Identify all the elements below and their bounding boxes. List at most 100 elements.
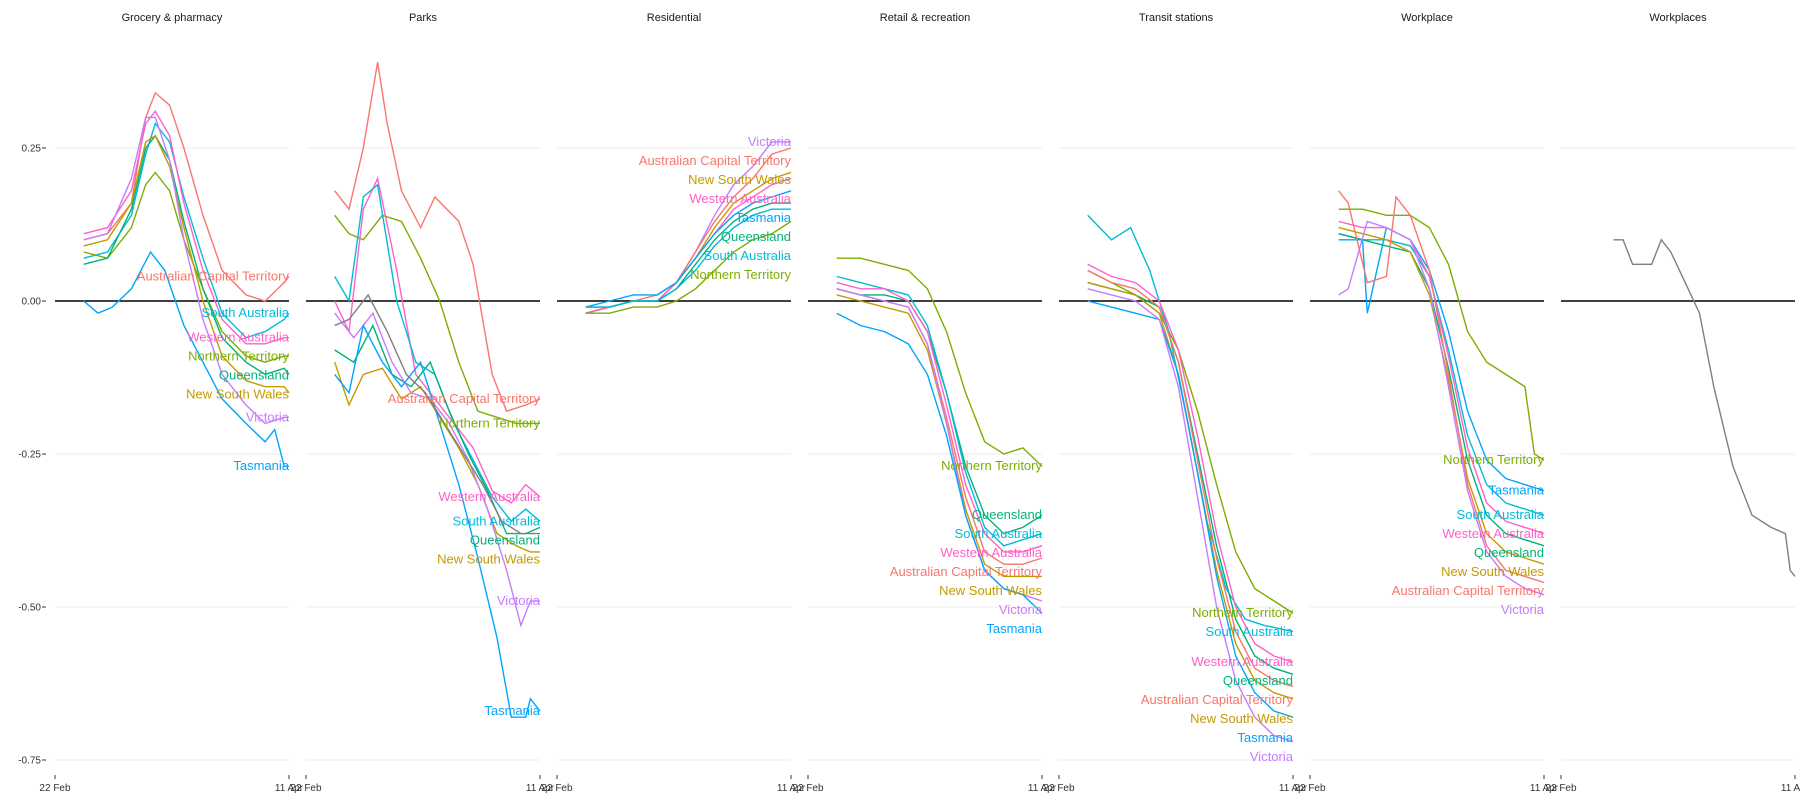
y-tick-label: -0.25 bbox=[18, 450, 41, 461]
series-label-grocery-pharmacy-australian-capital-territory: Australian Capital Territory bbox=[137, 269, 290, 284]
series-label-residential-western-australia: Western Australia bbox=[689, 191, 791, 206]
y-tick-label: 0.25 bbox=[22, 144, 42, 155]
series-label-grocery-pharmacy-tasmania: Tasmania bbox=[233, 458, 289, 473]
series-line-parks-south-australia bbox=[334, 183, 541, 523]
y-tick-label: -0.75 bbox=[18, 756, 41, 767]
series-line-parks-queensland bbox=[334, 323, 541, 535]
series-line-transit-stations-northern-territory bbox=[1087, 269, 1294, 614]
series-line-grocery-pharmacy-south-australia bbox=[83, 122, 290, 339]
series-line-grocery-pharmacy-new-south-wales bbox=[83, 134, 290, 394]
series-label-transit-stations-western-australia: Western Australia bbox=[1191, 654, 1293, 669]
facet-title-transit-stations: Transit stations bbox=[1139, 12, 1214, 24]
series-label-residential-victoria: Victoria bbox=[748, 134, 792, 149]
series-line-residential-northern-territory bbox=[585, 220, 792, 314]
series-line-retail-recreation-western-australia bbox=[836, 281, 1043, 553]
series-line-transit-stations-victoria bbox=[1087, 288, 1294, 743]
series-label-retail-recreation-victoria: Victoria bbox=[999, 602, 1043, 617]
series-line-workplaces-unlabelled bbox=[1613, 238, 1796, 577]
series-label-grocery-pharmacy-south-australia: South Australia bbox=[202, 305, 290, 320]
series-label-retail-recreation-tasmania: Tasmania bbox=[986, 621, 1042, 636]
x-tick-label: 22 Feb bbox=[541, 783, 573, 794]
series-line-workplace-south-australia bbox=[1338, 233, 1545, 516]
series-label-grocery-pharmacy-victoria: Victoria bbox=[246, 409, 290, 424]
series-line-workplace-victoria bbox=[1338, 220, 1545, 596]
series-label-residential-northern-territory: Northern Territory bbox=[690, 267, 791, 282]
series-label-transit-stations-new-south-wales: New South Wales bbox=[1190, 711, 1293, 726]
series-label-workplace-victoria: Victoria bbox=[1501, 602, 1545, 617]
x-tick-label: 22 Feb bbox=[290, 783, 322, 794]
series-line-retail-recreation-australian-capital-territory bbox=[836, 288, 1043, 565]
series-line-grocery-pharmacy-western-australia bbox=[83, 110, 289, 345]
series-label-residential-queensland: Queensland bbox=[721, 229, 791, 244]
series-line-transit-stations-tasmania bbox=[1087, 300, 1294, 718]
x-tick-label: 22 Feb bbox=[1545, 783, 1577, 794]
series-line-parks-victoria bbox=[334, 311, 540, 628]
x-tick-label: 22 Feb bbox=[1043, 783, 1075, 794]
series-line-parks-australian-capital-territory bbox=[334, 62, 541, 413]
series-line-parks-tasmania bbox=[334, 323, 541, 718]
series-label-residential-south-australia: South Australia bbox=[704, 248, 792, 263]
series-label-workplace-western-australia: Western Australia bbox=[1442, 526, 1544, 541]
x-tick-label: 22 Feb bbox=[39, 783, 71, 794]
series-label-parks-tasmania: Tasmania bbox=[484, 703, 540, 718]
series-label-parks-south-australia: South Australia bbox=[453, 513, 541, 528]
series-label-retail-recreation-australian-capital-territory: Australian Capital Territory bbox=[890, 564, 1043, 579]
series-line-retail-recreation-south-australia bbox=[836, 275, 1043, 547]
series-label-workplace-tasmania: Tasmania bbox=[1488, 483, 1544, 498]
series-line-residential-south-australia bbox=[585, 208, 791, 308]
x-tick-label: 22 Feb bbox=[1294, 783, 1326, 794]
series-line-grocery-pharmacy-tasmania bbox=[83, 250, 289, 467]
series-label-grocery-pharmacy-western-australia: Western Australia bbox=[187, 330, 289, 345]
series-label-parks-victoria: Victoria bbox=[497, 593, 541, 608]
x-tick-label: 11 Apr bbox=[526, 783, 555, 794]
series-label-transit-stations-tasmania: Tasmania bbox=[1237, 730, 1293, 745]
series-label-workplace-australian-capital-territory: Australian Capital Territory bbox=[1392, 583, 1545, 598]
series-line-workplace-western-australia bbox=[1338, 220, 1545, 535]
series-label-transit-stations-queensland: Queensland bbox=[1223, 673, 1293, 688]
series-label-workplace-new-south-wales: New South Wales bbox=[1441, 564, 1544, 579]
facet-title-workplace: Workplace bbox=[1401, 12, 1453, 24]
series-label-parks-northern-territory: Northern Territory bbox=[439, 415, 540, 430]
x-tick-label: 11 Apr bbox=[777, 783, 806, 794]
series-label-grocery-pharmacy-queensland: Queensland bbox=[219, 368, 289, 383]
facet-title-grocery-pharmacy: Grocery & pharmacy bbox=[122, 12, 223, 24]
facet-title-retail-recreation: Retail & recreation bbox=[880, 12, 971, 24]
series-label-transit-stations-victoria: Victoria bbox=[1250, 749, 1294, 764]
series-label-grocery-pharmacy-northern-territory: Northern Territory bbox=[188, 349, 289, 364]
series-label-retail-recreation-western-australia: Western Australia bbox=[940, 545, 1042, 560]
series-label-parks-western-australia: Western Australia bbox=[438, 489, 540, 504]
series-line-residential-tasmania bbox=[585, 190, 792, 308]
series-label-residential-australian-capital-territory: Australian Capital Territory bbox=[639, 153, 792, 168]
series-line-workplace-tasmania bbox=[1338, 226, 1545, 492]
series-line-parks-northern-territory bbox=[334, 214, 540, 425]
series-label-parks-queensland: Queensland bbox=[470, 532, 540, 547]
series-line-parks-unlabelled bbox=[334, 293, 540, 535]
x-tick-label: 11 Apr bbox=[1028, 783, 1057, 794]
x-tick-label: 11 Apr bbox=[1781, 783, 1800, 794]
series-line-retail-recreation-tasmania bbox=[836, 312, 1043, 614]
series-line-workplace-queensland bbox=[1338, 233, 1545, 547]
y-tick-label: 0.00 bbox=[22, 297, 42, 308]
x-tick-label: 11 Apr bbox=[1279, 783, 1308, 794]
facet-title-workplaces: Workplaces bbox=[1649, 12, 1707, 24]
x-tick-label: 11 Apr bbox=[275, 783, 304, 794]
series-label-retail-recreation-northern-territory: Northern Territory bbox=[941, 458, 1042, 473]
series-label-workplace-queensland: Queensland bbox=[1474, 545, 1544, 560]
series-line-workplace-new-south-wales bbox=[1338, 226, 1545, 565]
series-line-parks-new-south-wales bbox=[334, 361, 540, 553]
series-label-transit-stations-northern-territory: Northern Territory bbox=[1192, 605, 1293, 620]
series-label-retail-recreation-new-south-wales: New South Wales bbox=[939, 583, 1042, 598]
series-label-retail-recreation-queensland: Queensland bbox=[972, 507, 1042, 522]
series-label-transit-stations-south-australia: South Australia bbox=[1206, 624, 1294, 639]
series-label-parks-new-south-wales: New South Wales bbox=[437, 551, 540, 566]
facet-title-residential: Residential bbox=[647, 12, 701, 24]
series-line-parks-western-australia bbox=[334, 176, 541, 504]
series-line-workplace-northern-territory bbox=[1338, 208, 1545, 461]
series-label-retail-recreation-south-australia: South Australia bbox=[955, 526, 1043, 541]
x-tick-label: 22 Feb bbox=[792, 783, 824, 794]
series-label-workplace-northern-territory: Northern Territory bbox=[1443, 452, 1544, 467]
y-tick-label: -0.50 bbox=[18, 603, 41, 614]
facet-title-parks: Parks bbox=[409, 12, 438, 24]
